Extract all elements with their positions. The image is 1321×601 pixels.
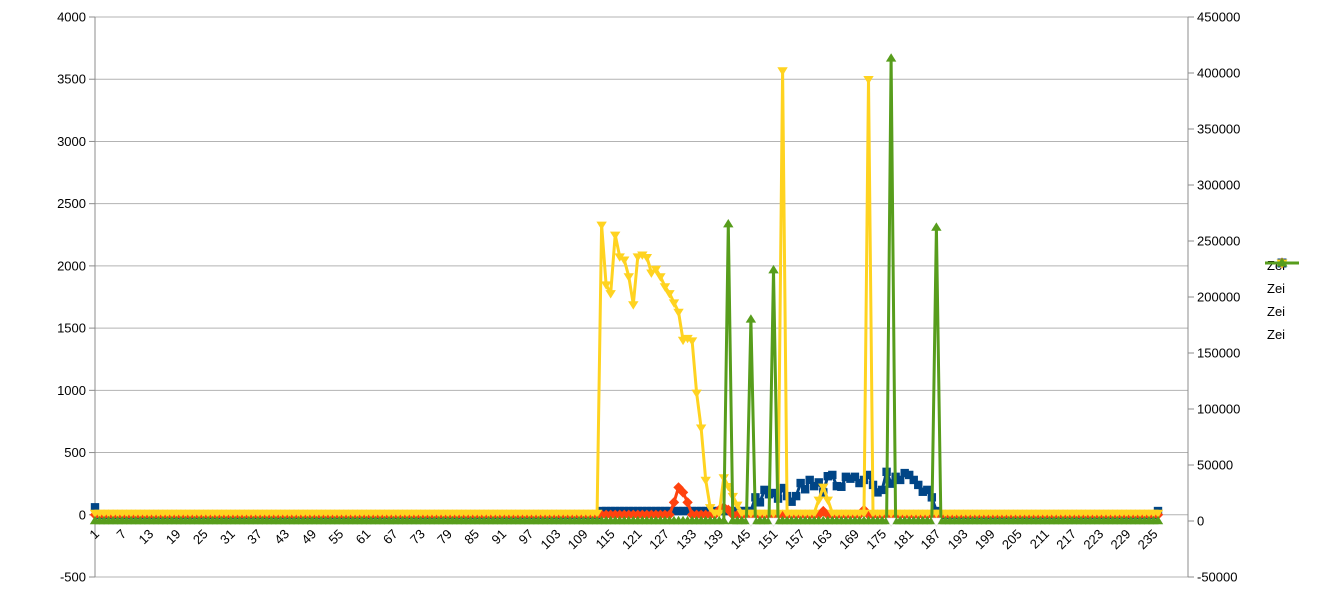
x-axis-tick-label: 79 bbox=[434, 526, 455, 547]
left-axis-tick-label: 1500 bbox=[57, 321, 86, 336]
x-axis-tick-label: 223 bbox=[1080, 526, 1106, 552]
right-axis-tick-label: -50000 bbox=[1197, 570, 1237, 585]
left-axis-tick-label: 3000 bbox=[57, 134, 86, 149]
x-axis-tick-label: 145 bbox=[728, 526, 754, 552]
x-axis-tick-label: 67 bbox=[380, 526, 401, 547]
x-axis-tick-label: 187 bbox=[918, 526, 944, 552]
x-axis-tick-label: 61 bbox=[353, 526, 374, 547]
x-axis-tick-label: 133 bbox=[673, 526, 699, 552]
right-axis-tick-label: 400000 bbox=[1197, 66, 1240, 81]
x-axis-tick-label: 205 bbox=[999, 526, 1025, 552]
legend-item-series2[interactable]: Zei bbox=[1264, 257, 1321, 297]
right-axis-tick-label: 100000 bbox=[1197, 402, 1240, 417]
x-axis-tick-label: 31 bbox=[217, 526, 238, 547]
x-axis-tick-label: 85 bbox=[461, 526, 482, 547]
x-axis-tick-label: 151 bbox=[755, 526, 781, 552]
x-axis-tick-label: 163 bbox=[809, 526, 835, 552]
right-axis-tick-label: 350000 bbox=[1197, 122, 1240, 137]
series-3-triangle-down bbox=[89, 67, 1164, 519]
legend-label: Zei bbox=[1267, 327, 1286, 342]
legend-label: Zei bbox=[1267, 304, 1286, 319]
series-4-triangle-up bbox=[89, 53, 1164, 525]
right-axis-tick-label: 250000 bbox=[1197, 234, 1240, 249]
legend-label: Zei bbox=[1267, 281, 1286, 296]
x-axis-tick-label: 229 bbox=[1108, 526, 1134, 552]
x-axis-tick-label: 157 bbox=[782, 526, 808, 552]
legend-key-triangle-up-icon bbox=[1265, 257, 1299, 267]
x-axis-tick-label: 49 bbox=[298, 526, 319, 547]
x-axis-tick-label: 109 bbox=[565, 526, 591, 552]
x-axis-tick-label: 55 bbox=[326, 526, 347, 547]
left-axis-tick-label: 500 bbox=[64, 445, 86, 460]
left-axis-tick-label: 0 bbox=[79, 507, 86, 522]
left-axis-tick-label: 2500 bbox=[57, 196, 86, 211]
x-axis-tick-label: 91 bbox=[488, 526, 509, 547]
right-axis-tick-label: 200000 bbox=[1197, 290, 1240, 305]
x-axis-tick-label: 103 bbox=[538, 526, 564, 552]
left-axis-tick-label: 2000 bbox=[57, 258, 86, 273]
x-axis-tick-label: 217 bbox=[1053, 526, 1079, 552]
x-axis-tick-label: 13 bbox=[136, 526, 157, 547]
x-axis-tick-label: 121 bbox=[619, 526, 645, 552]
x-axis-tick-label: 235 bbox=[1135, 526, 1161, 552]
x-axis-tick-label: 115 bbox=[593, 526, 618, 551]
x-axis-tick-label: 97 bbox=[516, 526, 537, 547]
x-axis-tick-label: 193 bbox=[945, 526, 971, 552]
x-axis-tick-label: 127 bbox=[646, 526, 672, 552]
x-axis-tick-label: 1 bbox=[86, 526, 102, 542]
right-axis-tick-label: 0 bbox=[1197, 514, 1204, 529]
x-axis-tick-label: 175 bbox=[863, 526, 889, 552]
x-axis-tick-label: 211 bbox=[1027, 526, 1052, 551]
left-axis-tick-label: -500 bbox=[60, 570, 86, 585]
chart-legend: Zei Zei Zei Zei bbox=[1264, 257, 1321, 343]
right-axis-tick-label: 300000 bbox=[1197, 178, 1240, 193]
right-axis-tick-label: 50000 bbox=[1197, 458, 1233, 473]
x-axis-tick-label: 7 bbox=[114, 526, 130, 542]
x-axis-tick-label: 139 bbox=[700, 526, 726, 552]
left-axis-tick-label: 3500 bbox=[57, 72, 86, 87]
axes bbox=[89, 16, 1194, 578]
x-axis-tick-label: 181 bbox=[890, 526, 916, 552]
left-axis-tick-label: 1000 bbox=[57, 383, 86, 398]
x-axis-tick-label: 43 bbox=[271, 526, 292, 547]
legend-item-series4[interactable]: Zei bbox=[1264, 257, 1321, 343]
right-axis-tick-label: 150000 bbox=[1197, 346, 1240, 361]
x-axis-tick-label: 199 bbox=[972, 526, 998, 552]
x-axis-tick-label: 37 bbox=[244, 526, 265, 547]
x-axis-tick-label: 25 bbox=[190, 526, 211, 547]
spike-base-markers bbox=[745, 517, 942, 528]
axis-labels: 4000 3500 3000 2500 2000 1500 1000 500 0 -500 4500… bbox=[57, 10, 1240, 585]
gridlines bbox=[95, 16, 1188, 578]
x-axis-tick-label: 73 bbox=[407, 526, 428, 547]
x-axis-tick-label: 19 bbox=[163, 526, 184, 547]
legend-item-series3[interactable]: Zei bbox=[1264, 259, 1321, 320]
right-axis-tick-label: 450000 bbox=[1197, 10, 1240, 25]
left-axis-tick-label: 4000 bbox=[57, 10, 86, 25]
x-axis-tick-label: 169 bbox=[836, 526, 862, 552]
